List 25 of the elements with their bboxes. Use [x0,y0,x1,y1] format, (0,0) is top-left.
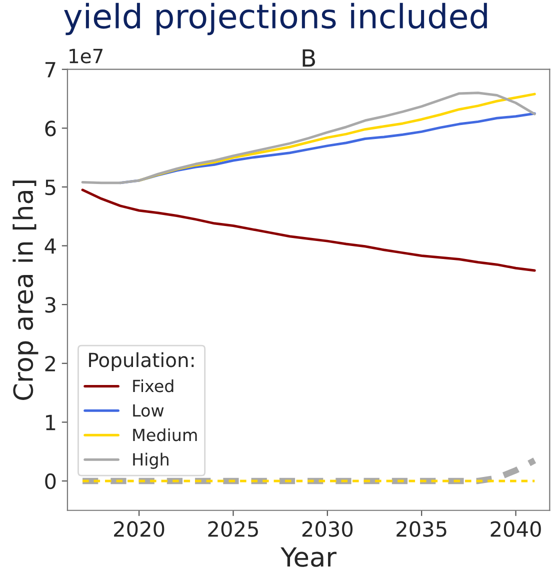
y-tick-label: 4 [44,238,56,254]
chart-subtitle: B [302,49,315,67]
y-tick-label: 1 [46,414,56,430]
text: 1e7 [70,48,103,64]
x-tick-label: 2035 [396,521,446,537]
legend-title: Population: [89,352,194,372]
x-tick-label: 2025 [208,521,258,537]
chart-title: yield projections included [64,2,487,36]
y-tick-label: 0 [45,473,56,490]
y-tick-label: 3 [45,297,56,313]
legend-label: Medium [133,428,197,442]
y-axis-title: Crop area in [ha] [12,180,38,400]
y-tick-label: 6 [45,120,56,136]
x-tick-label: 2030 [302,521,353,537]
legend-label: Fixed [133,379,174,392]
y-tick-label: 5 [45,180,56,196]
legend-label: High [133,452,168,469]
y-tick-label: 2 [45,356,55,372]
line-series [81,188,536,272]
x-tick-label: 2020 [114,521,164,537]
x-axis-title: Year [280,547,337,567]
line-series [81,92,536,184]
y-tick-label: 7 [46,62,56,78]
x-tick-label: 2040 [490,521,541,537]
legend-label: Low [133,404,164,417]
